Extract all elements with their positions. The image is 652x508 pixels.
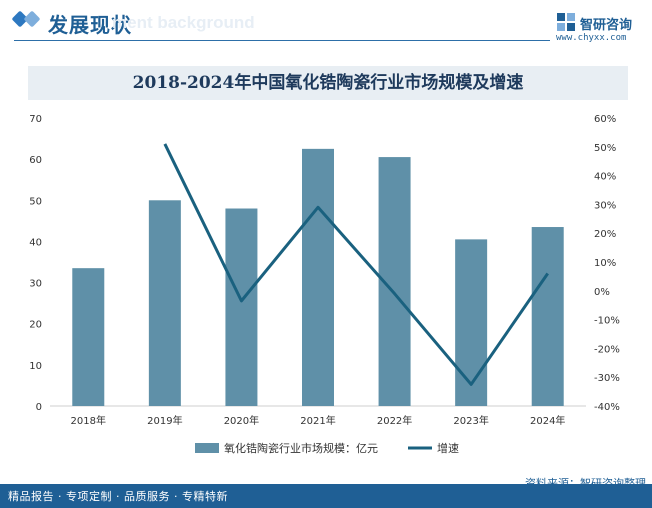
left-axis-tick-label: 40 xyxy=(29,237,42,248)
left-axis-tick-label: 60 xyxy=(29,155,42,166)
x-axis-tick-label: 2022年 xyxy=(377,414,412,427)
bar xyxy=(72,268,105,406)
right-axis-tick-label: 10% xyxy=(594,258,616,269)
left-axis-tick-label: 10 xyxy=(29,361,42,372)
brand-logo-icon xyxy=(557,13,575,31)
legend-bar-swatch xyxy=(195,443,219,453)
brand-url: www.chyxx.com xyxy=(556,33,627,43)
x-axis-labels: 2018年 2019年 2020年 2021年 2022年 2023年 2024年 xyxy=(71,414,566,427)
right-axis-tick-label: -40% xyxy=(594,402,620,413)
legend-line-label: 增速 xyxy=(437,441,459,455)
bar xyxy=(455,239,488,406)
header-watermark: ment background xyxy=(112,13,255,32)
left-axis-tick-label: 30 xyxy=(29,279,42,290)
x-axis-tick-label: 2023年 xyxy=(453,414,488,427)
x-axis-tick-label: 2019年 xyxy=(147,414,182,427)
footer-bar: 精品报告 · 专项定制 · 品质服务 · 专精特新 xyxy=(0,484,652,508)
bar-series xyxy=(72,148,564,406)
left-axis-tick-label: 20 xyxy=(29,320,42,331)
right-axis-tick-label: 0% xyxy=(594,287,610,298)
header: 发展现状 ment background 智研咨询 www.chyxx.com xyxy=(0,0,652,46)
bar xyxy=(302,148,334,406)
brand-name: 智研咨询 xyxy=(580,18,633,33)
chart-title: 2018-2024年中国氧化锆陶瓷行业市场规模及增速 xyxy=(132,73,524,93)
right-axis-tick-label: -30% xyxy=(594,373,620,384)
right-axis-tick-label: -10% xyxy=(594,316,620,327)
header-divider xyxy=(14,40,550,41)
legend: 氧化锆陶瓷行业市场规模：亿元 增速 xyxy=(195,441,459,455)
right-axis-tick-label: 30% xyxy=(594,200,616,211)
left-axis-tick-label: 0 xyxy=(36,402,42,413)
left-axis-tick-label: 70 xyxy=(29,114,42,125)
left-axis-tick-label: 50 xyxy=(29,196,42,207)
bar xyxy=(531,227,564,406)
x-axis-tick-label: 2018年 xyxy=(71,414,106,427)
right-axis-tick-label: 60% xyxy=(594,114,616,125)
right-axis-tick-label: 40% xyxy=(594,172,616,183)
legend-bar-label: 氧化锆陶瓷行业市场规模：亿元 xyxy=(224,441,378,455)
right-axis-tick-label: 50% xyxy=(594,143,616,154)
growth-line xyxy=(163,143,549,386)
left-axis-ticks: 0 10 20 30 40 50 60 70 xyxy=(29,114,42,413)
x-axis-tick-label: 2020年 xyxy=(224,414,259,427)
bar xyxy=(225,208,258,406)
x-axis-tick-label: 2021年 xyxy=(300,414,335,427)
footer-tagline: 精品报告 · 专项定制 · 品质服务 · 专精特新 xyxy=(8,490,228,503)
chart-title-band: 2018-2024年中国氧化锆陶瓷行业市场规模及增速 xyxy=(28,66,628,100)
bar xyxy=(148,200,181,406)
right-axis-tick-label: -20% xyxy=(594,344,620,355)
page-title: 发展现状 xyxy=(48,13,132,37)
brand: 智研咨询 www.chyxx.com xyxy=(556,9,652,45)
right-axis-tick-label: 20% xyxy=(594,229,616,240)
x-axis-tick-label: 2024年 xyxy=(530,414,565,427)
right-axis-ticks: -40% -30% -20% -10% 0% 10% 20% 30% 40% 50% 60% xyxy=(594,114,620,413)
